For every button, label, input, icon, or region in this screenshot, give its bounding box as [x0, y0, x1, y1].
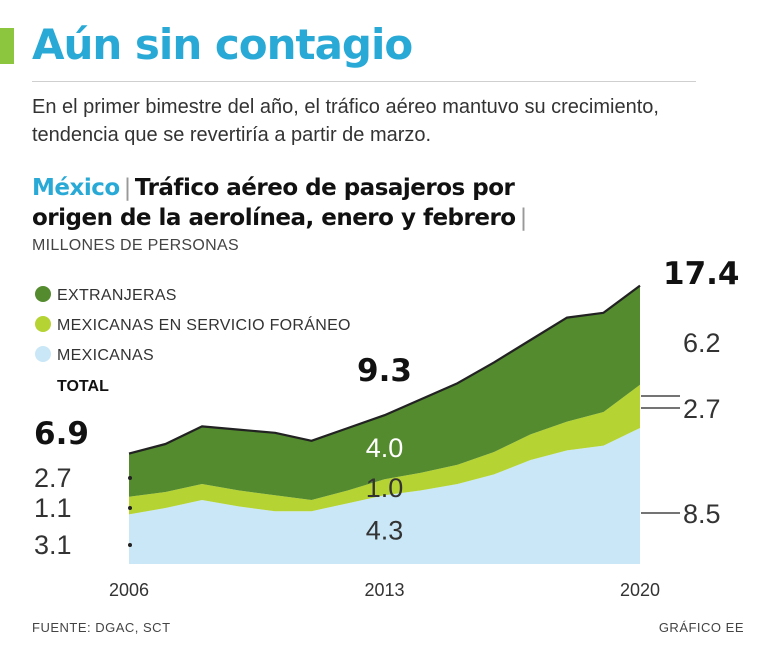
accent-bar [0, 28, 14, 64]
area-mexicanas [129, 428, 640, 564]
marker-2006-mexicanas [128, 543, 132, 547]
label-2006-mexicanas: 3.1 [34, 530, 72, 560]
source-note: FUENTE: DGAC, SCT [32, 620, 171, 635]
label-2020-mexicanas: 8.5 [683, 499, 721, 529]
subtitle-line-1: En el primer bimestre del año, el tráfic… [32, 96, 659, 118]
x-tick-2020: 2020 [620, 580, 660, 600]
title-divider [32, 81, 696, 82]
legend-label-mexicanas: MEXICANAS [57, 347, 154, 364]
page-title: Aún sin contagio [32, 20, 413, 69]
area-extranjeras [129, 285, 640, 500]
headline-separator: | [123, 175, 132, 201]
label-2013-extranjeras: 4.0 [366, 433, 404, 463]
label-2013-mexicanas: 4.3 [366, 516, 404, 546]
total-2013: 9.3 [357, 353, 412, 389]
marker-2006-extranjeras [128, 476, 132, 480]
chart-headline: México | Tráfico aéreo de pasajeros por or… [32, 173, 732, 233]
legend-swatch-extranjeras [35, 286, 51, 302]
headline-text-2: origen de la aerolínea, enero y febrero [32, 205, 516, 231]
legend-label-mexicanas_foraneo: MEXICANAS EN SERVICIO FORÁNEO [57, 315, 351, 334]
total-2006: 6.9 [34, 416, 89, 452]
label-2020-extranjeras: 6.2 [683, 328, 721, 358]
area-mexicanas_foraneo [129, 384, 640, 515]
label-2013-mexicanas_foraneo: 1.0 [366, 473, 404, 503]
headline-text-1: Tráfico aéreo de pasajeros por [134, 175, 515, 201]
legend-swatch-mexicanas [35, 346, 51, 362]
country-label: México [32, 175, 120, 201]
label-2006-extranjeras: 2.7 [34, 463, 72, 493]
total-label: TOTAL [57, 378, 109, 395]
legend-label-extranjeras: EXTRANJERAS [57, 287, 177, 304]
label-2020-mexicanas_foraneo: 2.7 [683, 394, 721, 424]
total-2020: 17.4 [663, 256, 740, 292]
headline-line-2: origen de la aerolínea, enero y febrero | [32, 203, 732, 233]
subtitle: En el primer bimestre del año, el tráfic… [32, 93, 732, 149]
headline-line-1: México | Tráfico aéreo de pasajeros por [32, 173, 732, 203]
marker-2006-mexicanas_foraneo [128, 506, 132, 510]
headline-separator-end: | [519, 205, 528, 231]
legend-swatch-mexicanas_foraneo [35, 316, 51, 332]
units-label: MILLONES DE PERSONAS [32, 237, 239, 254]
credit-note: GRÁFICO EE [658, 620, 744, 635]
subtitle-line-2: tendencia que se revertiría a partir de … [32, 124, 432, 146]
x-tick-2006: 2006 [109, 580, 149, 600]
label-2006-mexicanas_foraneo: 1.1 [34, 493, 72, 523]
total-outline [128, 284, 641, 455]
x-tick-2013: 2013 [364, 580, 404, 600]
